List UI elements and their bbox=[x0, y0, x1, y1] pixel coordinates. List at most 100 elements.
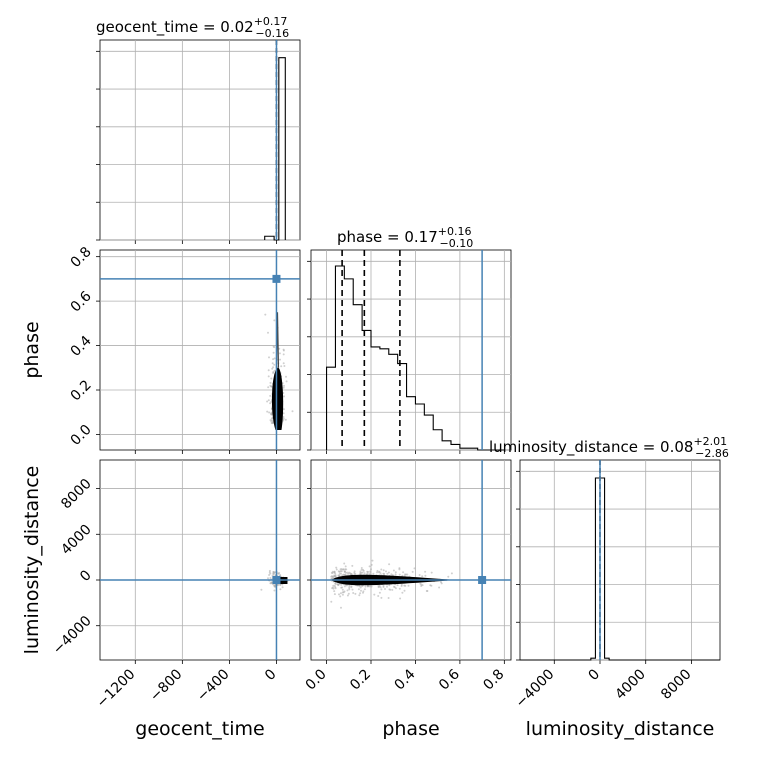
sample-point bbox=[380, 588, 383, 591]
sample-point bbox=[339, 595, 342, 598]
panel-luminosity-distance-vs-geocent-time bbox=[96, 459, 301, 664]
sample-point bbox=[344, 565, 347, 568]
x-tick-label: 0.2 bbox=[347, 666, 374, 693]
panel-frame bbox=[99, 249, 301, 451]
sample-point bbox=[273, 346, 276, 349]
sample-point bbox=[362, 569, 365, 572]
sample-point bbox=[438, 586, 441, 589]
sample-point bbox=[398, 573, 401, 576]
sample-point bbox=[360, 589, 362, 592]
sample-point bbox=[382, 572, 385, 575]
y-axis-label-luminosity-distance: luminosity_distance bbox=[21, 466, 43, 655]
sample-point bbox=[360, 585, 363, 588]
sample-point bbox=[394, 571, 397, 574]
sample-point bbox=[384, 588, 386, 590]
title-value: luminosity_distance = 0.08 bbox=[489, 438, 693, 457]
sample-point bbox=[338, 570, 341, 573]
sample-point bbox=[279, 583, 282, 586]
sample-point bbox=[353, 570, 356, 573]
sample-point bbox=[341, 593, 344, 596]
sample-point bbox=[350, 585, 353, 588]
truth-marker bbox=[478, 576, 487, 584]
sample-point bbox=[279, 574, 282, 576]
sample-point bbox=[272, 371, 275, 373]
sample-point bbox=[333, 590, 336, 593]
sample-point bbox=[342, 568, 345, 571]
x-axis-label-geocent-time: geocent_time bbox=[135, 718, 264, 740]
sample-point bbox=[340, 568, 343, 571]
sample-point bbox=[348, 586, 351, 589]
sample-point bbox=[402, 571, 405, 574]
x-tick-label: −1200 bbox=[94, 666, 139, 711]
sample-point bbox=[267, 369, 270, 372]
x-tick-label: 0.8 bbox=[480, 666, 507, 693]
sample-point bbox=[373, 593, 376, 596]
title-lower-error: −0.16 bbox=[255, 27, 289, 40]
sample-point bbox=[273, 589, 276, 592]
sample-point bbox=[368, 565, 371, 568]
y-tick-label: 0.4 bbox=[68, 333, 95, 360]
hist-panel-luminosity-distance bbox=[516, 459, 721, 664]
sample-point bbox=[285, 375, 287, 378]
sample-point bbox=[285, 380, 288, 383]
panel-luminosity-distance-vs-phase bbox=[307, 459, 512, 664]
sample-point bbox=[341, 586, 344, 589]
sample-point bbox=[379, 572, 382, 575]
sample-point bbox=[272, 358, 275, 361]
sample-point bbox=[282, 386, 285, 389]
sample-point bbox=[270, 422, 273, 425]
sample-point bbox=[331, 577, 334, 580]
sample-point bbox=[370, 563, 373, 566]
sample-point bbox=[270, 417, 273, 420]
sample-point bbox=[267, 375, 270, 378]
title-lower-error: −2.86 bbox=[695, 447, 729, 460]
sample-point bbox=[398, 568, 401, 571]
sample-point bbox=[268, 411, 271, 414]
x-tick-label: −4000 bbox=[513, 666, 558, 711]
sample-point bbox=[343, 585, 346, 588]
title-value: geocent_time = 0.02 bbox=[96, 18, 254, 37]
sample-point bbox=[424, 570, 427, 573]
panel-title: luminosity_distance = 0.08+2.01 −2.86 bbox=[489, 435, 729, 460]
sample-point bbox=[357, 588, 360, 591]
sample-point bbox=[394, 573, 397, 576]
sample-point bbox=[347, 572, 350, 575]
sample-point bbox=[440, 582, 443, 585]
histogram-step bbox=[326, 265, 505, 451]
sample-point bbox=[368, 573, 371, 576]
sample-point bbox=[343, 573, 346, 576]
sample-point bbox=[393, 585, 395, 588]
sample-point bbox=[388, 588, 391, 591]
sample-point bbox=[360, 568, 363, 571]
y-tick-label: −4000 bbox=[50, 613, 95, 658]
x-tick-label: 0.0 bbox=[303, 666, 330, 693]
sample-point bbox=[332, 584, 335, 587]
sample-point bbox=[267, 386, 270, 389]
sample-point bbox=[279, 588, 282, 591]
sample-point bbox=[268, 574, 271, 576]
x-tick-label: 0 bbox=[262, 666, 280, 684]
x-tick-label: −400 bbox=[194, 666, 233, 705]
sample-point bbox=[270, 413, 273, 416]
x-tick-label: 0 bbox=[586, 666, 604, 684]
sample-point bbox=[380, 568, 383, 571]
x-axis-label-phase: phase bbox=[382, 718, 439, 740]
sample-point bbox=[385, 570, 387, 573]
sample-point bbox=[282, 416, 285, 418]
y-tick-label: 0.6 bbox=[68, 288, 95, 315]
sample-point bbox=[267, 577, 269, 580]
sample-point bbox=[392, 569, 395, 572]
sample-point bbox=[359, 570, 362, 573]
density-contour bbox=[271, 367, 284, 430]
sample-point bbox=[386, 572, 389, 575]
sample-point bbox=[281, 586, 284, 589]
sample-point bbox=[284, 418, 287, 421]
sample-point bbox=[282, 353, 285, 356]
sample-point bbox=[398, 587, 401, 590]
sample-point bbox=[268, 569, 271, 572]
sample-point bbox=[282, 419, 285, 422]
sample-point bbox=[377, 586, 380, 589]
sample-point bbox=[390, 573, 393, 576]
sample-point bbox=[367, 585, 370, 588]
